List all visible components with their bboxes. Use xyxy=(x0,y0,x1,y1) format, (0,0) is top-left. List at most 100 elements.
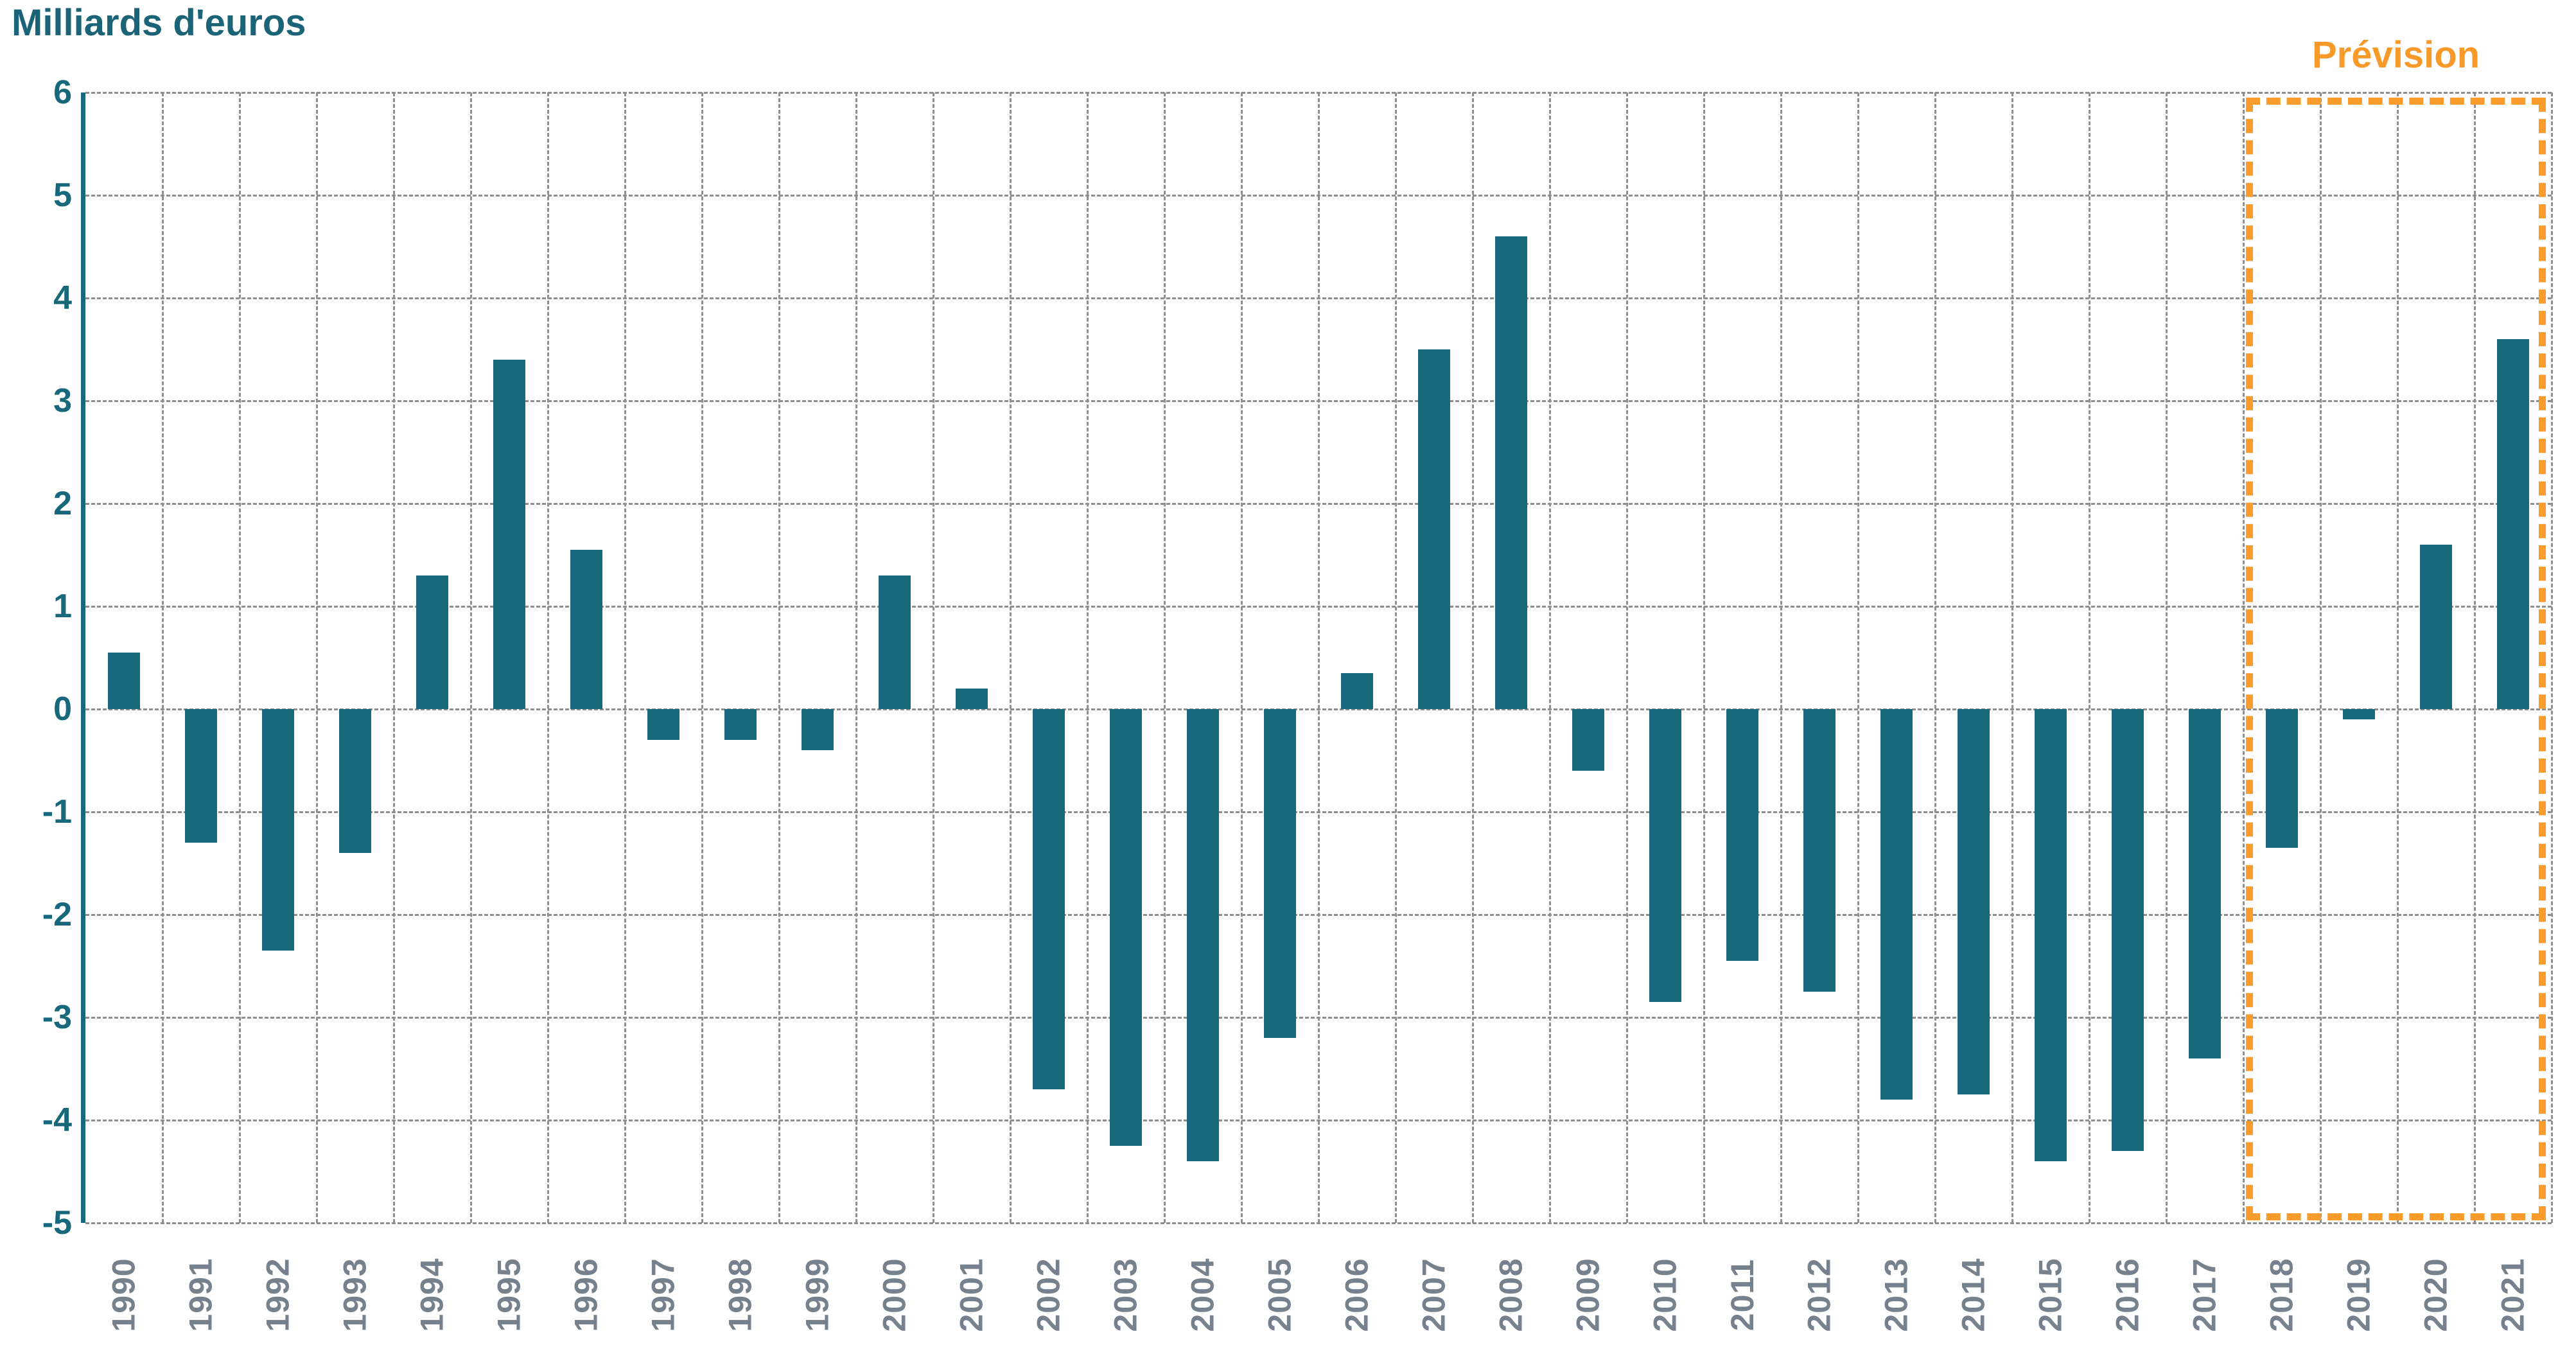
x-tick-label: 1995 xyxy=(491,1258,527,1332)
x-tick-label: 2011 xyxy=(1724,1258,1760,1331)
h-gridline xyxy=(85,1222,2552,1224)
y-tick-label: 1 xyxy=(53,588,72,625)
bar-2015 xyxy=(2035,709,2067,1161)
v-gridline xyxy=(393,92,395,1223)
x-tick-label: 2006 xyxy=(1338,1258,1375,1332)
bar-2019 xyxy=(2343,709,2375,719)
y-tick-label: -4 xyxy=(42,1102,72,1139)
v-gridline xyxy=(701,92,703,1223)
bar-2009 xyxy=(1572,709,1604,771)
x-tick-label: 2004 xyxy=(1184,1258,1221,1332)
bar-1990 xyxy=(108,653,140,709)
x-tick-label: 1993 xyxy=(337,1258,373,1332)
x-tick-label: 2013 xyxy=(1878,1258,1914,1332)
x-tick-label: 1999 xyxy=(799,1258,836,1332)
bar-2020 xyxy=(2420,545,2452,709)
v-gridline xyxy=(470,92,472,1223)
x-tick-label: 2018 xyxy=(2263,1258,2300,1332)
x-tick-label: 2012 xyxy=(1801,1258,1837,1332)
x-tick-label: 2007 xyxy=(1415,1258,1452,1332)
bar-1995 xyxy=(493,360,525,709)
page-title: Milliards d'euros xyxy=(12,2,306,44)
bar-1992 xyxy=(262,709,294,951)
plot-area xyxy=(85,92,2553,1224)
y-tick-label: -3 xyxy=(42,999,72,1036)
bar-2010 xyxy=(1649,709,1681,1002)
v-gridline xyxy=(624,92,626,1223)
bar-2004 xyxy=(1187,709,1219,1161)
bar-2016 xyxy=(2112,709,2144,1151)
v-gridline xyxy=(547,92,549,1223)
v-gridline xyxy=(1626,92,1628,1223)
x-tick-label: 2005 xyxy=(1261,1258,1298,1332)
v-gridline xyxy=(2397,92,2399,1223)
x-tick-label: 2020 xyxy=(2417,1258,2454,1332)
v-gridline xyxy=(1472,92,1474,1223)
x-tick-label: 2016 xyxy=(2109,1258,2146,1332)
v-gridline xyxy=(2474,92,2476,1223)
bar-2018 xyxy=(2266,709,2298,848)
v-gridline xyxy=(1934,92,1936,1223)
x-tick-label: 2001 xyxy=(953,1258,990,1332)
bar-1993 xyxy=(339,709,371,853)
v-gridline xyxy=(2551,92,2553,1223)
v-gridline xyxy=(2243,92,2245,1223)
bar-2008 xyxy=(1495,236,1527,709)
v-gridline xyxy=(778,92,780,1223)
bar-1991 xyxy=(185,709,217,843)
v-gridline xyxy=(2320,92,2322,1223)
v-gridline xyxy=(1318,92,1320,1223)
y-tick-label: -1 xyxy=(42,793,72,830)
v-gridline xyxy=(1164,92,1166,1223)
bar-2006 xyxy=(1341,673,1373,709)
v-gridline xyxy=(162,92,164,1223)
x-tick-label: 1991 xyxy=(182,1258,219,1332)
prevision-box xyxy=(2246,98,2546,1220)
x-tick-label: 1998 xyxy=(722,1258,758,1332)
bar-2002 xyxy=(1033,709,1065,1089)
x-tick-label: 2019 xyxy=(2340,1258,2377,1332)
v-gridline xyxy=(933,92,934,1223)
bar-1996 xyxy=(570,550,602,709)
v-gridline xyxy=(1703,92,1705,1223)
v-gridline xyxy=(1087,92,1089,1223)
bar-2011 xyxy=(1726,709,1758,961)
v-gridline xyxy=(2011,92,2013,1223)
x-tick-label: 1997 xyxy=(645,1258,681,1332)
bar-1994 xyxy=(416,575,448,709)
y-tick-label: 4 xyxy=(53,279,72,317)
v-gridline xyxy=(1780,92,1782,1223)
v-gridline xyxy=(1857,92,1859,1223)
x-tick-label: 1990 xyxy=(105,1258,142,1332)
x-tick-label: 2021 xyxy=(2494,1258,2531,1332)
v-gridline xyxy=(239,92,241,1223)
x-tick-label: 2015 xyxy=(2032,1258,2069,1332)
y-tick-label: 6 xyxy=(53,74,72,111)
bar-2003 xyxy=(1110,709,1142,1146)
bar-1997 xyxy=(647,709,679,740)
bar-2012 xyxy=(1803,709,1836,992)
v-gridline xyxy=(1395,92,1397,1223)
x-tick-label: 2008 xyxy=(1493,1258,1529,1332)
bar-1998 xyxy=(724,709,757,740)
x-tick-label: 2017 xyxy=(2186,1258,2223,1332)
y-tick-label: 2 xyxy=(53,485,72,522)
y-tick-label: 5 xyxy=(53,177,72,214)
bar-1999 xyxy=(802,709,834,750)
bar-2000 xyxy=(879,575,911,709)
x-tick-label: 2009 xyxy=(1570,1258,1606,1332)
v-gridline xyxy=(2089,92,2090,1223)
x-tick-label: 1996 xyxy=(568,1258,604,1332)
bar-2017 xyxy=(2189,709,2221,1058)
bar-2021 xyxy=(2497,339,2529,709)
x-tick-label: 1994 xyxy=(414,1258,450,1332)
x-tick-label: 2010 xyxy=(1647,1258,1683,1332)
prevision-label: Prévision xyxy=(2311,34,2480,76)
v-gridline xyxy=(316,92,318,1223)
v-gridline xyxy=(855,92,857,1223)
y-axis-line xyxy=(81,92,85,1223)
bar-2013 xyxy=(1880,709,1913,1100)
y-tick-label: -2 xyxy=(42,896,72,933)
x-tick-label: 2000 xyxy=(876,1258,913,1332)
